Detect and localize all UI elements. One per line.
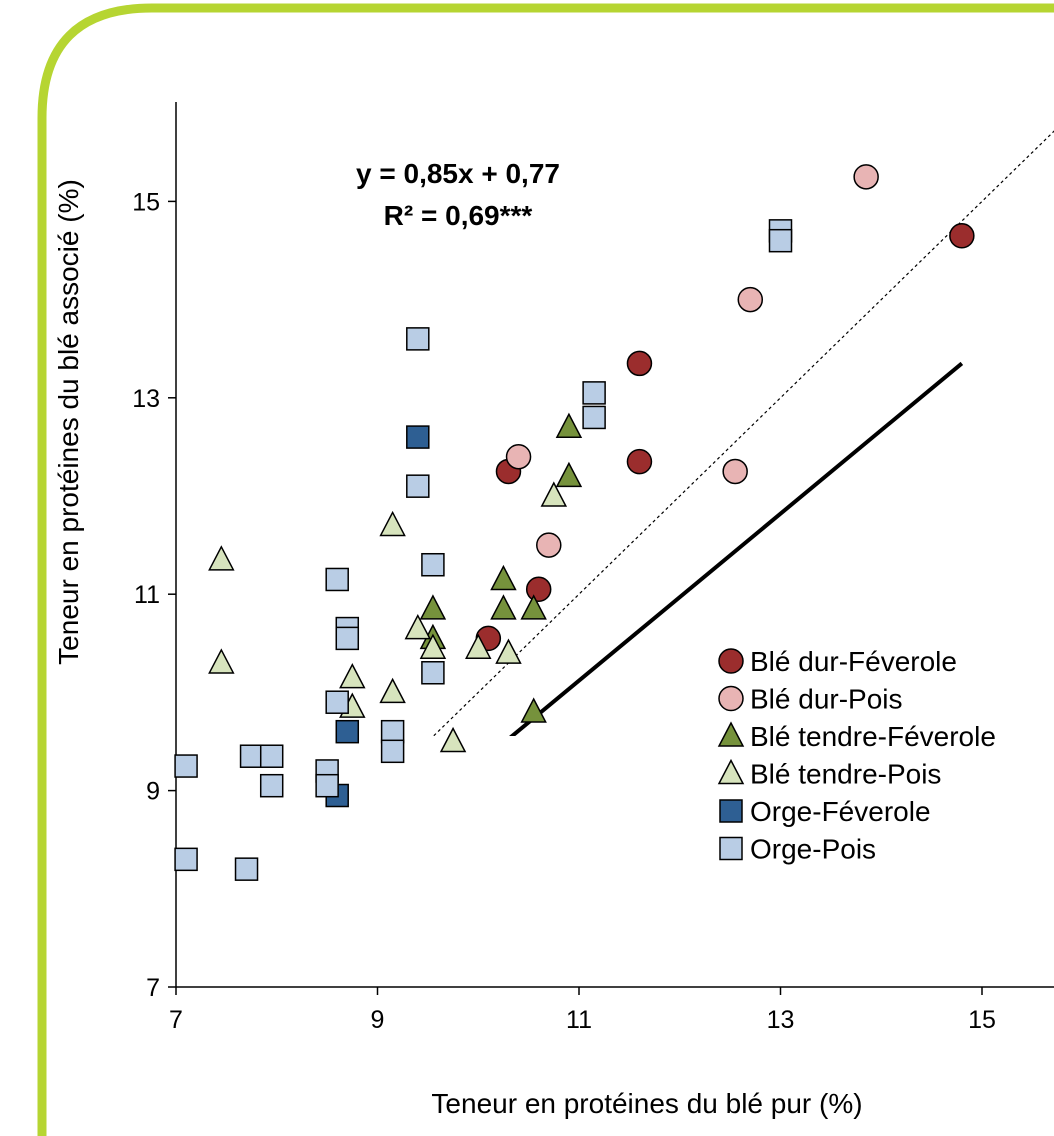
regression-line <box>509 361 964 736</box>
data-point <box>406 327 430 351</box>
data-point <box>555 412 583 439</box>
legend: Blé dur-Féverole Blé dur-Pois Blé tendre-F… <box>717 646 996 865</box>
y-tick-label: 15 <box>132 188 160 216</box>
x-tick-label: 11 <box>566 1006 592 1034</box>
data-point <box>505 443 532 470</box>
legend-label: Blé dur-Pois <box>750 684 903 715</box>
legend-item: Blé tendre-Pois <box>717 758 941 790</box>
data-point <box>520 697 547 723</box>
data-points <box>174 164 975 881</box>
legend-marker <box>718 685 744 712</box>
rounded-green-border <box>37 3 1054 1136</box>
data-point <box>949 223 975 249</box>
series-3 <box>208 481 568 753</box>
legend-marker <box>718 648 744 674</box>
data-point <box>465 633 492 659</box>
data-point <box>490 564 517 591</box>
legend-item: Orge-Féverole <box>719 796 931 827</box>
data-point <box>379 510 406 537</box>
data-point <box>379 677 406 704</box>
data-point <box>208 545 235 571</box>
one-to-one-line <box>432 130 1054 736</box>
data-point <box>439 726 467 753</box>
data-point <box>335 719 360 744</box>
legend-item: Blé dur-Féverole <box>718 646 957 677</box>
data-point <box>536 532 562 558</box>
series-1 <box>505 164 879 558</box>
y-tick-label: 11 <box>134 581 160 609</box>
legend-label: Blé tendre-Féverole <box>750 721 996 752</box>
data-point <box>404 613 432 640</box>
y-tick-label: 9 <box>146 778 160 806</box>
legend-label: Blé dur-Féverole <box>750 646 957 677</box>
data-point <box>208 648 235 674</box>
legend-marker <box>719 799 743 823</box>
legend-item: Blé dur-Pois <box>718 684 903 715</box>
data-point <box>259 744 284 768</box>
equation-label: y = 0,85x + 0,77 <box>356 158 560 189</box>
x-tick-label: 15 <box>968 1006 996 1034</box>
legend-item: Blé tendre-Féverole <box>717 721 996 752</box>
data-point <box>380 719 405 744</box>
series-0 <box>475 223 975 652</box>
data-point <box>419 633 447 659</box>
data-point <box>419 594 447 620</box>
series-5 <box>174 219 793 881</box>
data-point <box>325 690 349 714</box>
data-point <box>234 857 259 881</box>
data-point <box>853 164 879 190</box>
data-point <box>421 661 445 685</box>
x-tick-label: 7 <box>169 1006 183 1034</box>
data-point <box>406 474 430 498</box>
legend-label: Orge-Féverole <box>750 796 931 827</box>
x-axis-title: Teneur en protéines du blé pur (%) <box>431 1088 862 1119</box>
data-point <box>315 773 339 798</box>
lines <box>432 130 1054 736</box>
legend-label: Orge-Pois <box>750 834 876 865</box>
y-axis-title: Teneur en protéines du blé associé (%) <box>53 179 84 665</box>
data-point <box>626 448 653 475</box>
data-point <box>737 286 764 313</box>
data-point <box>525 576 552 603</box>
data-point <box>626 350 653 377</box>
data-point <box>174 847 198 872</box>
data-point <box>335 626 360 651</box>
data-point <box>582 381 606 405</box>
y-tick-label: 7 <box>146 974 160 1002</box>
data-point <box>540 481 568 507</box>
data-point <box>380 739 405 764</box>
r2-label: R² = 0,69*** <box>384 200 533 231</box>
legend-marker <box>717 721 745 747</box>
legend-item: Orge-Pois <box>719 834 876 865</box>
legend-marker <box>719 836 743 861</box>
regression-equation: y = 0,85x + 0,77 R² = 0,69*** <box>356 158 560 231</box>
data-point <box>325 567 349 592</box>
x-tick-label: 9 <box>371 1006 385 1034</box>
legend-marker <box>717 758 745 785</box>
data-point <box>339 663 366 689</box>
data-point <box>722 458 748 485</box>
data-point <box>555 461 583 488</box>
legend-label: Blé tendre-Pois <box>750 759 941 790</box>
data-point <box>406 425 430 449</box>
data-point <box>259 773 284 798</box>
series-2 <box>419 412 583 723</box>
data-point <box>495 638 522 664</box>
data-point <box>239 744 264 768</box>
data-point <box>520 594 547 620</box>
y-tick-label: 13 <box>132 385 160 413</box>
data-point <box>421 552 445 577</box>
data-point <box>490 594 517 620</box>
axes: 7 9 11 13 15 7 9 11 13 15 <box>132 102 1054 1034</box>
x-tick-label: 13 <box>767 1006 795 1034</box>
data-point <box>582 405 606 430</box>
data-point <box>768 228 793 253</box>
data-point <box>174 754 198 778</box>
